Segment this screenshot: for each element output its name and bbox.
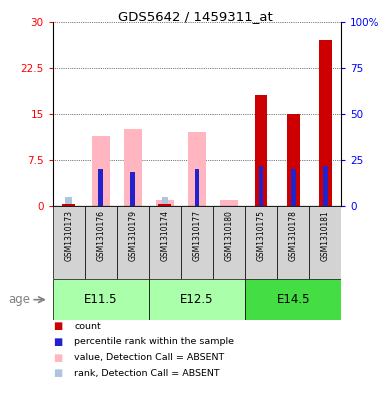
Text: E11.5: E11.5: [84, 293, 117, 306]
Text: E14.5: E14.5: [277, 293, 310, 306]
Text: GSM1310180: GSM1310180: [225, 210, 234, 261]
Text: GSM1310176: GSM1310176: [96, 210, 105, 261]
Bar: [319, 40, 332, 206]
Bar: [213, 206, 245, 279]
Bar: [124, 129, 142, 206]
Bar: [287, 114, 300, 206]
Text: GSM1310174: GSM1310174: [160, 210, 169, 261]
Text: percentile rank within the sample: percentile rank within the sample: [74, 338, 234, 346]
Bar: [309, 206, 341, 279]
Text: GSM1310181: GSM1310181: [321, 210, 330, 261]
Bar: [323, 166, 328, 206]
Bar: [149, 206, 181, 279]
Text: age: age: [8, 293, 30, 306]
Bar: [92, 136, 110, 206]
Bar: [277, 206, 309, 279]
Bar: [53, 279, 149, 320]
Bar: [255, 95, 268, 206]
Bar: [158, 204, 171, 206]
Text: ■: ■: [53, 353, 62, 363]
Text: value, Detection Call = ABSENT: value, Detection Call = ABSENT: [74, 353, 224, 362]
Bar: [53, 206, 85, 279]
Bar: [188, 132, 206, 206]
Bar: [117, 206, 149, 279]
Text: count: count: [74, 322, 101, 331]
Bar: [130, 173, 135, 206]
Text: E12.5: E12.5: [180, 293, 214, 306]
Bar: [245, 279, 341, 320]
Bar: [156, 200, 174, 206]
Text: ■: ■: [53, 321, 62, 331]
Text: ■: ■: [53, 337, 62, 347]
Text: GSM1310177: GSM1310177: [192, 210, 202, 261]
Bar: [85, 206, 117, 279]
Bar: [98, 169, 103, 206]
Bar: [245, 206, 277, 279]
Text: GSM1310178: GSM1310178: [289, 210, 298, 261]
Text: GDS5642 / 1459311_at: GDS5642 / 1459311_at: [118, 10, 272, 23]
Bar: [66, 197, 72, 206]
Bar: [291, 169, 296, 206]
Bar: [162, 197, 168, 206]
Text: GSM1310179: GSM1310179: [128, 210, 137, 261]
Text: GSM1310173: GSM1310173: [64, 210, 73, 261]
Text: GSM1310175: GSM1310175: [257, 210, 266, 261]
Text: ■: ■: [53, 368, 62, 378]
Bar: [181, 206, 213, 279]
Bar: [259, 166, 264, 206]
Bar: [149, 279, 245, 320]
Bar: [195, 169, 199, 206]
Text: rank, Detection Call = ABSENT: rank, Detection Call = ABSENT: [74, 369, 220, 378]
Bar: [62, 204, 75, 206]
Bar: [220, 200, 238, 206]
